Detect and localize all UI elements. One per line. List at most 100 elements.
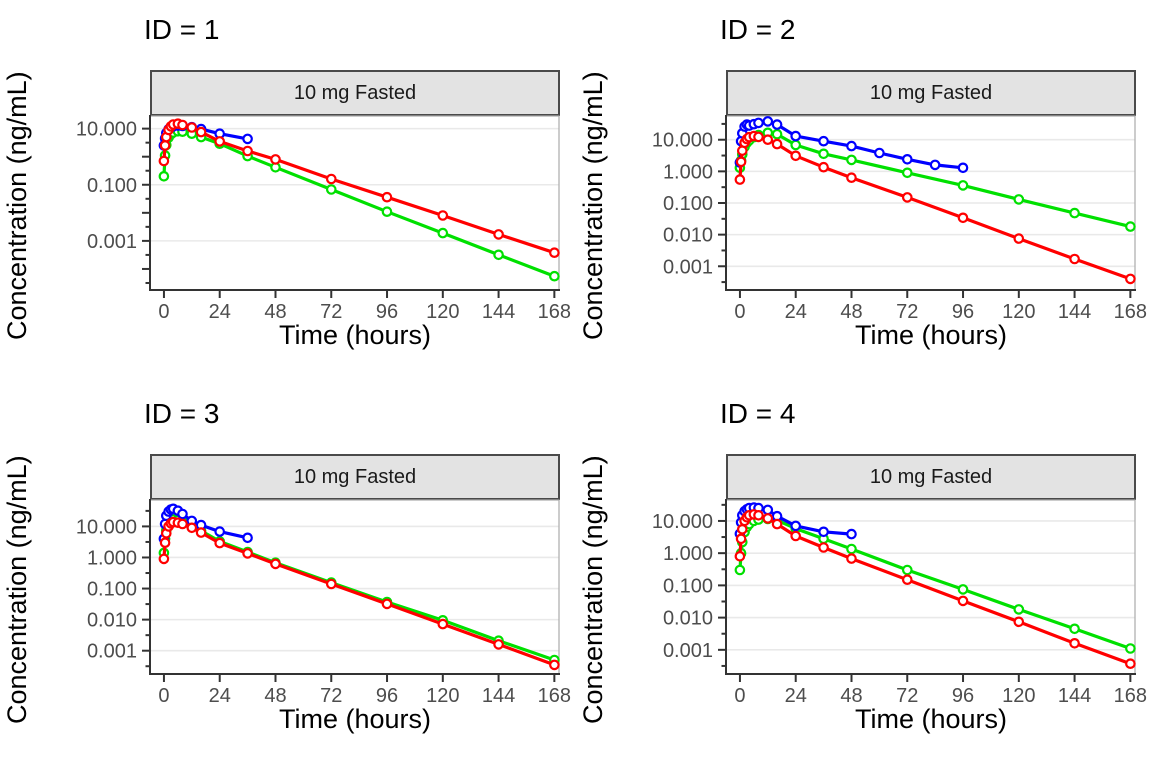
x-tick-labels: 0 24 48 72 96 120 144 168 — [734, 301, 1147, 323]
series-red — [734, 509, 1136, 669]
svg-text:0: 0 — [734, 301, 745, 323]
svg-text:96: 96 — [376, 685, 398, 707]
svg-text:120: 120 — [1002, 301, 1035, 323]
x-axis-title: Time (hours) — [278, 320, 432, 350]
y-gridlines — [150, 525, 559, 652]
chart-panel-id-3: ID = 3 Concentration (ng/mL) 10 mg Faste… — [0, 384, 576, 768]
svg-text:120: 120 — [1002, 685, 1035, 707]
panel-title: ID = 4 — [720, 398, 796, 429]
panel-title: ID = 2 — [720, 14, 796, 45]
svg-text:0.100: 0.100 — [663, 193, 713, 215]
svg-text:96: 96 — [952, 685, 974, 707]
svg-text:48: 48 — [840, 685, 862, 707]
svg-text:0.001: 0.001 — [87, 641, 137, 663]
facet-strip-label: 10 mg Fasted — [869, 81, 993, 104]
svg-text:0.100: 0.100 — [87, 579, 137, 601]
svg-text:144: 144 — [482, 301, 515, 323]
svg-text:144: 144 — [1058, 301, 1091, 323]
svg-text:0: 0 — [158, 685, 169, 707]
series-layer — [158, 118, 560, 282]
chart-panel-id-1: ID = 1 Concentration (ng/mL) 10 mg Faste… — [0, 0, 576, 384]
svg-text:144: 144 — [1058, 685, 1091, 707]
svg-text:120: 120 — [426, 301, 459, 323]
svg-text:168: 168 — [538, 301, 571, 323]
x-axis-ticks — [738, 674, 1132, 682]
svg-text:0.001: 0.001 — [87, 231, 137, 253]
facet-strip: 10 mg Fasted — [150, 70, 560, 116]
series-red-markers — [158, 516, 560, 671]
series-red-markers — [158, 118, 560, 258]
series-layer — [734, 502, 1136, 669]
chart-panel-id-2: ID = 2 Concentration (ng/mL) 10 mg Faste… — [576, 0, 1152, 384]
panel-title: ID = 1 — [144, 14, 220, 45]
svg-text:72: 72 — [896, 301, 918, 323]
plot-canvas: 10.000 1.000 0.100 0.010 0.001 0 24 48 72 96 120 14… — [76, 499, 571, 707]
plot-canvas: 10.000 1.000 0.100 0.010 0.001 0 24 48 72 96 120 14… — [652, 499, 1147, 707]
svg-text:0.010: 0.010 — [663, 608, 713, 630]
series-red — [158, 516, 560, 671]
svg-text:24: 24 — [209, 685, 231, 707]
svg-text:1.000: 1.000 — [663, 543, 713, 565]
axis-lines — [149, 115, 560, 291]
y-tick-labels: 10.000 0.100 0.001 — [76, 119, 137, 253]
x-axis-ticks — [162, 290, 556, 298]
series-red — [734, 130, 1136, 285]
facet-strip-label: 10 mg Fasted — [869, 465, 993, 488]
x-axis-ticks — [738, 290, 1132, 298]
svg-text:0.001: 0.001 — [663, 256, 713, 278]
svg-text:0.100: 0.100 — [663, 575, 713, 597]
svg-text:168: 168 — [1114, 301, 1147, 323]
y-axis-ticks — [718, 503, 726, 667]
svg-text:24: 24 — [785, 685, 807, 707]
x-axis-title: Time (hours) — [278, 704, 432, 734]
x-tick-labels: 0 24 48 72 96 120 144 168 — [158, 685, 571, 707]
facet-strip: 10 mg Fasted — [726, 70, 1136, 116]
svg-text:10.000: 10.000 — [76, 516, 137, 538]
axis-lines — [149, 499, 560, 675]
svg-text:24: 24 — [209, 301, 231, 323]
x-tick-labels: 0 24 48 72 96 120 144 168 — [734, 685, 1147, 707]
svg-text:72: 72 — [320, 685, 342, 707]
y-axis-ticks — [142, 127, 150, 284]
svg-text:0.100: 0.100 — [87, 175, 137, 197]
svg-text:0.010: 0.010 — [663, 225, 713, 247]
svg-text:0.001: 0.001 — [663, 640, 713, 662]
x-axis-ticks — [162, 674, 556, 682]
svg-text:10.000: 10.000 — [76, 119, 137, 141]
svg-text:48: 48 — [840, 301, 862, 323]
x-axis-title: Time (hours) — [854, 320, 1008, 350]
svg-text:24: 24 — [785, 301, 807, 323]
y-tick-labels: 10.000 1.000 0.100 0.010 0.001 — [76, 516, 137, 662]
series-layer — [158, 503, 560, 671]
series-red-markers — [734, 130, 1136, 285]
y-tick-labels: 10.000 1.000 0.100 0.010 0.001 — [652, 511, 713, 662]
axis-lines — [725, 499, 1136, 675]
svg-text:168: 168 — [538, 685, 571, 707]
svg-text:0.010: 0.010 — [87, 610, 137, 632]
svg-text:1.000: 1.000 — [663, 161, 713, 183]
x-tick-labels: 0 24 48 72 96 120 144 168 — [158, 301, 571, 323]
svg-text:144: 144 — [482, 685, 515, 707]
facet-strip-label: 10 mg Fasted — [293, 81, 417, 104]
svg-text:168: 168 — [1114, 685, 1147, 707]
svg-text:72: 72 — [896, 685, 918, 707]
facet-strip: 10 mg Fasted — [150, 454, 560, 500]
svg-text:72: 72 — [320, 301, 342, 323]
svg-text:48: 48 — [264, 301, 286, 323]
panel-title: ID = 3 — [144, 398, 220, 429]
y-axis-ticks — [718, 122, 726, 284]
facet-strip: 10 mg Fasted — [726, 454, 1136, 500]
svg-text:10.000: 10.000 — [652, 511, 713, 533]
plot-canvas: 10.000 0.100 0.001 0 24 48 72 96 120 144 168 — [76, 115, 571, 323]
y-axis-ticks — [142, 509, 150, 668]
series-red — [158, 118, 560, 258]
svg-text:96: 96 — [952, 301, 974, 323]
svg-text:0: 0 — [734, 685, 745, 707]
svg-text:48: 48 — [264, 685, 286, 707]
series-red-markers — [734, 509, 1136, 669]
svg-text:120: 120 — [426, 685, 459, 707]
svg-text:0: 0 — [158, 301, 169, 323]
series-layer — [734, 116, 1136, 285]
x-axis-title: Time (hours) — [854, 704, 1008, 734]
y-tick-labels: 10.000 1.000 0.100 0.010 0.001 — [652, 130, 713, 279]
